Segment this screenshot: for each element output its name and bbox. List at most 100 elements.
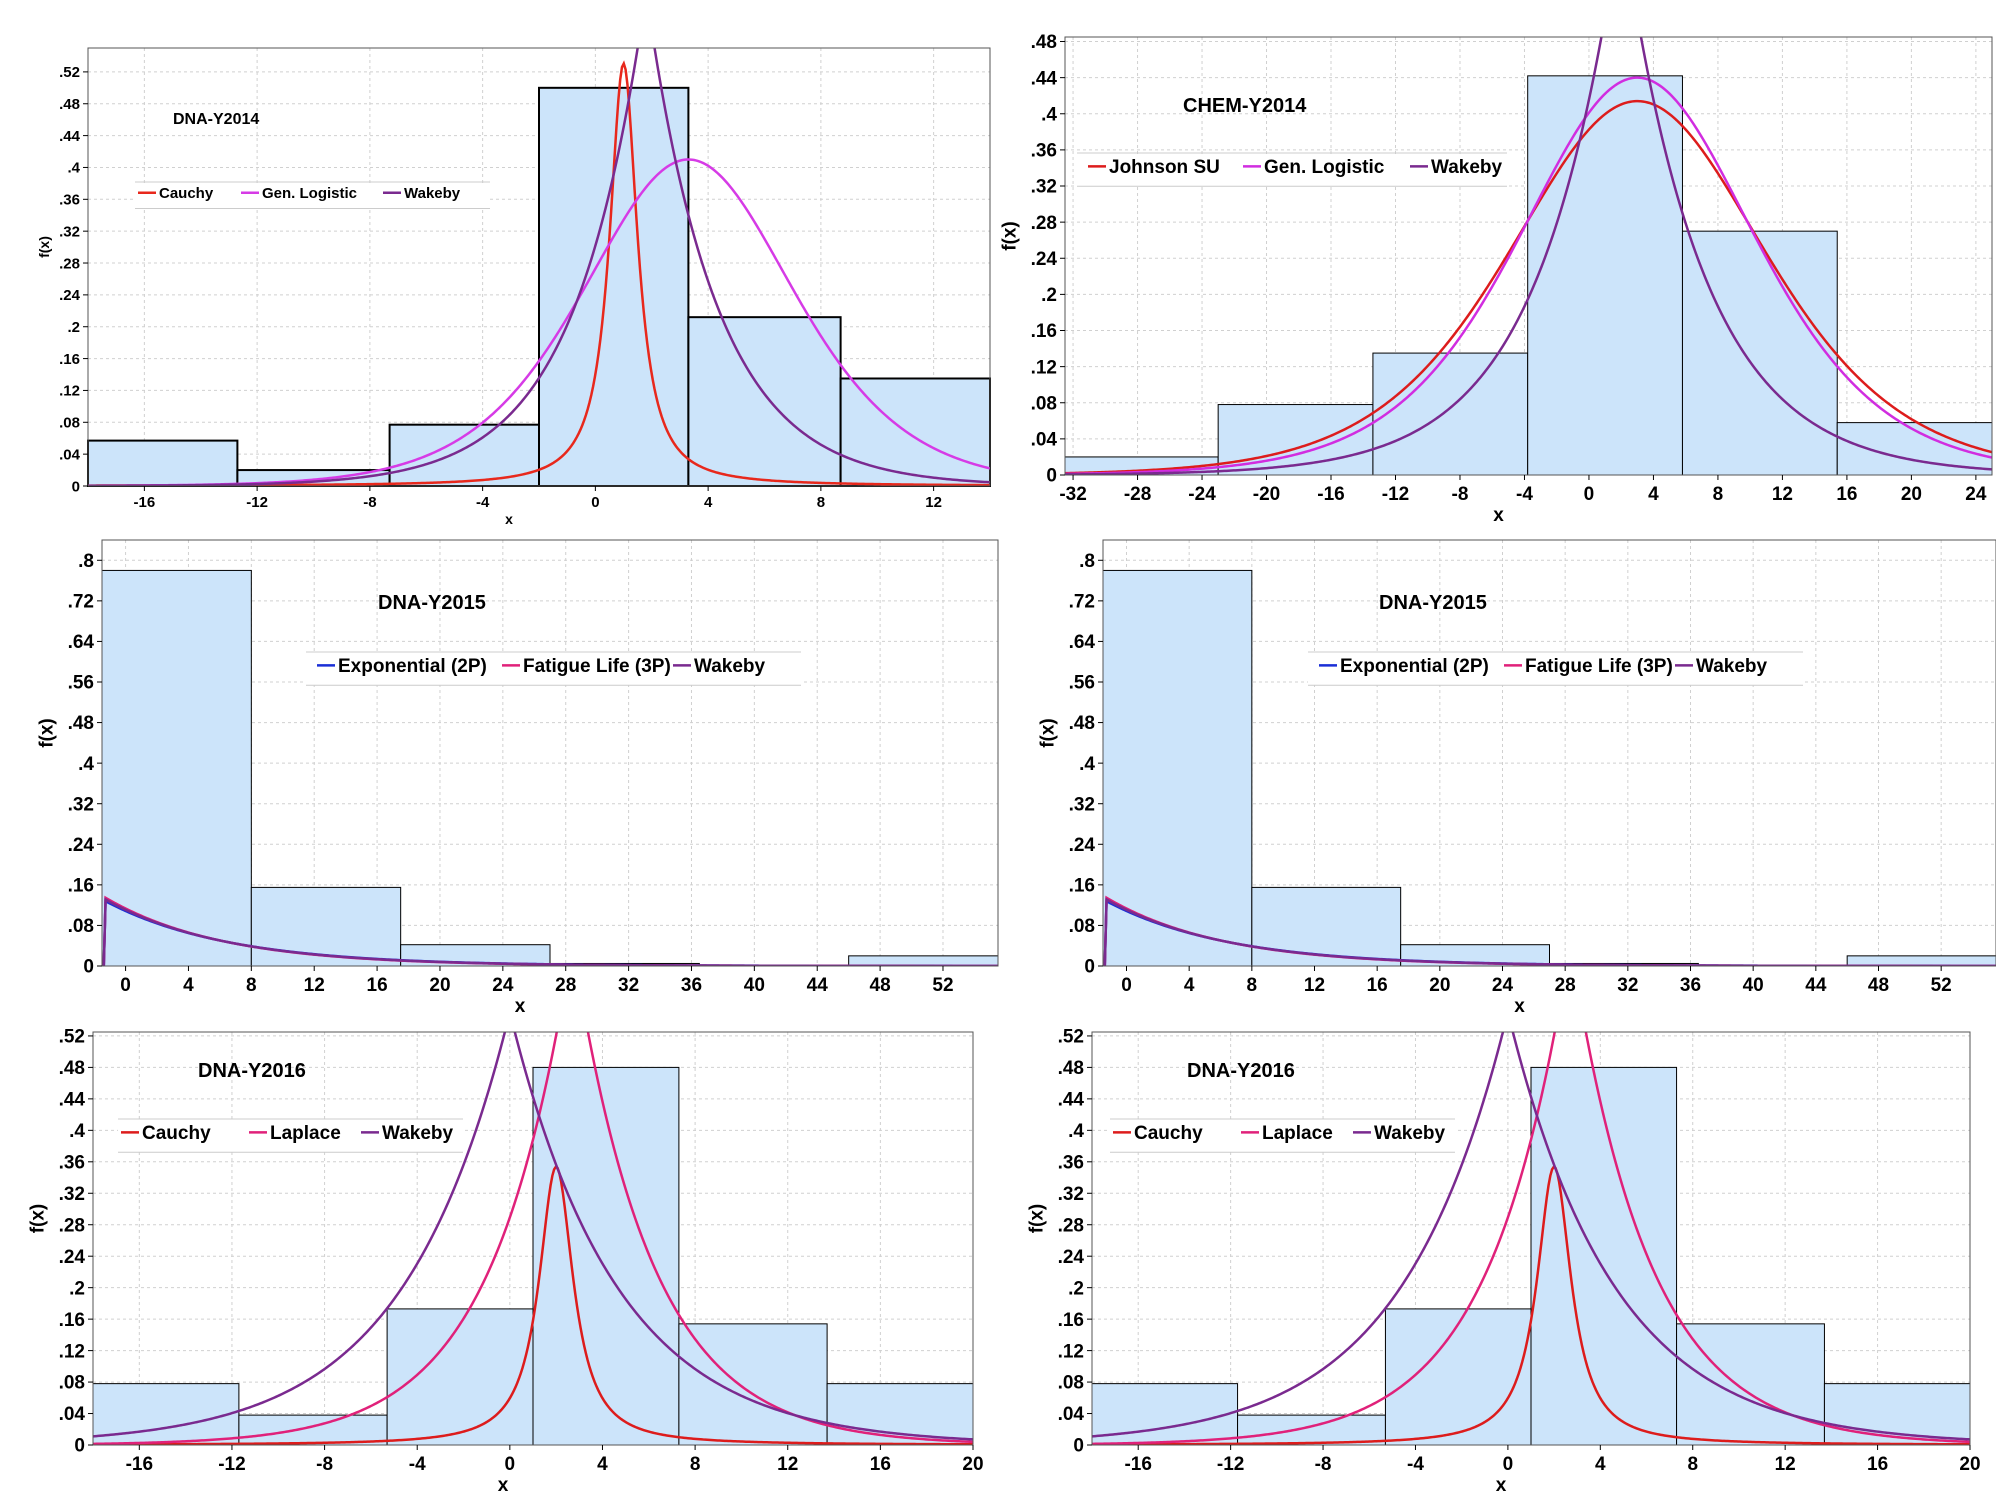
x-tick-label: 4 [597, 1454, 608, 1475]
density-curve-cauchy [1092, 1165, 1970, 1445]
y-tick-label: .32 [1069, 794, 1095, 815]
y-tick-label: .32 [1031, 177, 1057, 198]
x-tick-label: 28 [1555, 975, 1576, 996]
x-tick-label: 20 [962, 1454, 983, 1475]
x-tick-label: 52 [1931, 975, 1952, 996]
x-tick-label: -24 [1188, 484, 1216, 505]
histogram-bar-4 [1527, 75, 1683, 476]
y-axis-label: f(x) [1038, 718, 1059, 748]
legend-background [306, 653, 801, 686]
x-tick-label: 28 [555, 975, 576, 996]
legend-background [1110, 1120, 1455, 1153]
x-tick-label: 32 [618, 975, 639, 996]
y-tick-label: .4 [1079, 754, 1095, 775]
y-tick-label: 0 [72, 478, 80, 495]
histogram-bar-1 [1091, 1383, 1239, 1446]
plot-frame [101, 539, 999, 967]
histogram-bar-2 [250, 886, 402, 967]
y-axis-label: f(x) [1000, 221, 1021, 251]
chart-title: CHEM-Y2014 [1183, 95, 1307, 117]
chart-panel-2: 0 .04 .08 .12 .16 .2 .24 .28 .32 .36 .4 .44 .48 -32 -2… [1000, 32, 1993, 526]
y-tick-label: .72 [1069, 592, 1095, 613]
x-tick-label: -12 [218, 1454, 245, 1475]
x-tick-label: -16 [1317, 484, 1344, 505]
y-tick-label: .4 [1068, 1121, 1084, 1142]
y-tick-label: .4 [78, 754, 94, 775]
x-tick-label: 0 [505, 1454, 516, 1475]
x-tick-label: 44 [1805, 975, 1827, 996]
x-tick-label: 8 [1247, 975, 1258, 996]
y-tick-label: .28 [1031, 213, 1057, 234]
y-tick-label: .44 [59, 128, 81, 145]
legend: Cauchy Laplace Wakeby [118, 1118, 463, 1153]
y-tick-label: .16 [59, 1310, 85, 1331]
x-tick-label: 12 [304, 975, 325, 996]
y-tick-label: 0 [1084, 957, 1095, 978]
x-tick-label: -4 [1516, 484, 1533, 505]
y-tick-label: .08 [1058, 1373, 1084, 1394]
y-tick-label: .32 [68, 794, 94, 815]
y-tick-label: .28 [1058, 1215, 1084, 1236]
density-curve-laplace [93, 1032, 973, 1445]
y-tick-label: .32 [59, 1184, 85, 1205]
x-tick-label: 48 [870, 975, 891, 996]
y-tick-label: .16 [59, 351, 80, 368]
histogram-bar-1 [87, 439, 239, 487]
x-tick-label: 52 [932, 975, 953, 996]
y-tick-label: .36 [59, 1152, 85, 1173]
x-tick-label: 0 [1503, 1454, 1514, 1475]
x-tick-label: 16 [367, 975, 388, 996]
y-tick-label: .44 [1058, 1090, 1085, 1111]
x-tick-label: -32 [1059, 484, 1086, 505]
legend-entry-laplace: Laplace [270, 1123, 341, 1144]
histogram-bar-6 [839, 377, 992, 487]
y-tick-label: .04 [1058, 1404, 1085, 1425]
histogram-bar-5 [687, 316, 842, 487]
y-tick-label: 0 [74, 1436, 85, 1457]
x-tick-label: -4 [476, 494, 490, 511]
y-axis-label: f(x) [28, 1204, 49, 1234]
chart-panel-6: 0 .04 .08 .12 .16 .2 .24 .28 .32 .36 .4 .44 .48 .52 -1… [1027, 1027, 1981, 1496]
density-curve-cauchy [93, 1165, 973, 1445]
x-tick-label: -20 [1253, 484, 1280, 505]
histogram-bar-2 [238, 1414, 388, 1446]
y-tick-label: 0 [1073, 1436, 1084, 1457]
x-tick-label: 4 [1648, 484, 1659, 505]
x-tick-label: 32 [1617, 975, 1638, 996]
x-tick-label: -16 [134, 494, 156, 511]
histogram-bar-2 [1251, 886, 1402, 967]
x-tick-label: 16 [1836, 484, 1857, 505]
y-tick-label: .64 [68, 632, 95, 653]
legend-entry-wakeby: Wakeby [404, 185, 461, 202]
y-tick-label: .24 [68, 835, 95, 856]
y-axis-label: f(x) [37, 718, 58, 748]
y-tick-label: .44 [1031, 68, 1058, 89]
chart-panel-4: 0.08.16.24.32.4.48.56.64.72.80 4 8 12 16 20 24… [1038, 539, 1996, 1017]
x-tick-label: 0 [1584, 484, 1595, 505]
y-tick-label: .08 [68, 916, 94, 937]
legend-background [118, 1120, 463, 1153]
y-tick-label: .2 [69, 1278, 85, 1299]
legend-entry-wakeby: Wakeby [382, 1123, 454, 1144]
chart-title: DNA-Y2016 [1187, 1060, 1295, 1082]
histogram-bar-2 [1237, 1414, 1386, 1446]
histogram-bar-1 [101, 569, 252, 967]
legend-entry-fatigue-life-3p-: Fatigue Life (3P) [523, 656, 671, 677]
chart-title: DNA-Y2015 [378, 592, 486, 614]
y-tick-label: .12 [1031, 357, 1057, 378]
histogram-bar-5 [1676, 1323, 1825, 1446]
y-tick-label: .12 [1058, 1341, 1084, 1362]
x-tick-label: -16 [1124, 1454, 1151, 1475]
legend-entry-gen-logistic: Gen. Logistic [262, 185, 357, 202]
legend: Johnson SU Gen. Logistic Wakeby [1077, 152, 1507, 187]
y-tick-label: .48 [1069, 713, 1095, 734]
y-tick-label: .4 [67, 160, 80, 177]
y-tick-label: .48 [59, 96, 80, 113]
x-tick-label: 40 [1743, 975, 1764, 996]
legend-entry-exponential-2p-: Exponential (2P) [338, 656, 487, 677]
y-tick-label: .16 [1058, 1310, 1084, 1331]
y-tick-label: .32 [59, 223, 80, 240]
x-axis-label: x [1496, 1475, 1507, 1496]
legend-entry-wakeby: Wakeby [1374, 1123, 1446, 1144]
x-axis-label: x [505, 511, 513, 527]
